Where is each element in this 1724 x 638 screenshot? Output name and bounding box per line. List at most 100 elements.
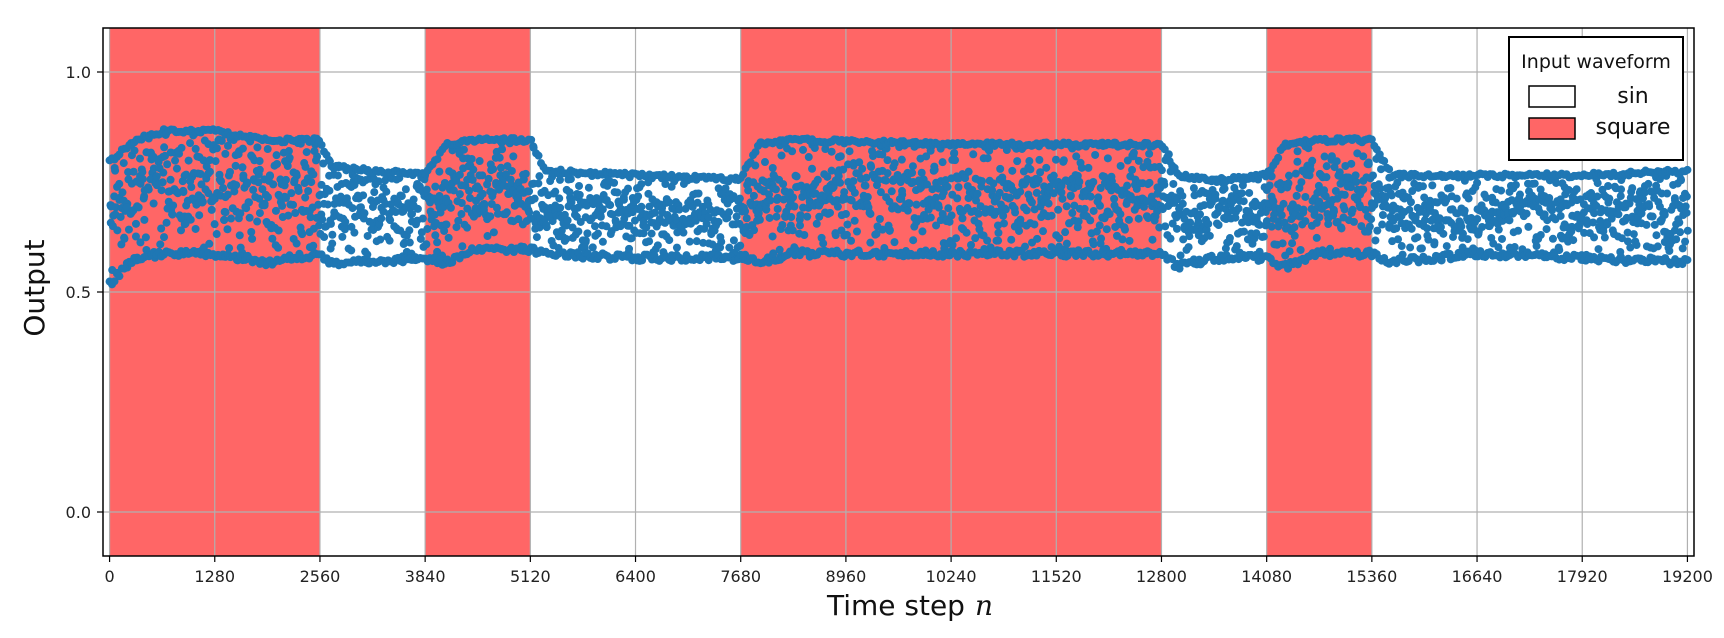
- data-point: [1057, 181, 1066, 190]
- data-point: [134, 203, 143, 212]
- data-point: [1134, 156, 1143, 165]
- data-point: [1430, 240, 1439, 249]
- data-point: [1589, 218, 1598, 227]
- data-point: [598, 237, 607, 246]
- data-point: [1607, 214, 1616, 223]
- data-point: [1128, 165, 1137, 174]
- data-point: [249, 185, 258, 194]
- data-point: [999, 211, 1008, 220]
- data-point: [1006, 193, 1015, 202]
- data-point: [413, 204, 422, 213]
- data-point: [184, 156, 193, 165]
- data-point: [1148, 235, 1157, 244]
- data-point: [465, 186, 474, 195]
- data-point: [1373, 226, 1382, 235]
- data-point: [442, 220, 451, 229]
- data-point: [1364, 158, 1373, 167]
- data-point: [370, 188, 379, 197]
- data-point: [827, 166, 836, 175]
- data-point: [1025, 157, 1034, 166]
- data-point: [1086, 192, 1095, 201]
- data-point: [431, 231, 440, 240]
- data-point: [1536, 230, 1545, 239]
- data-point: [565, 188, 574, 197]
- data-point: [1293, 147, 1302, 156]
- data-point: [225, 244, 234, 253]
- data-point: [157, 186, 166, 195]
- data-point: [140, 192, 149, 201]
- data-point: [1569, 236, 1578, 245]
- data-point: [581, 237, 590, 246]
- data-point: [863, 193, 872, 202]
- data-point: [602, 222, 611, 231]
- data-point: [1168, 255, 1177, 264]
- data-point: [1150, 216, 1159, 225]
- data-point: [866, 161, 875, 170]
- data-point: [1066, 191, 1075, 200]
- y-tick-label: 0.0: [66, 503, 91, 522]
- x-tick-label: 10240: [926, 567, 977, 586]
- data-point: [1008, 166, 1017, 175]
- data-point: [1604, 198, 1613, 207]
- data-point: [507, 166, 516, 175]
- data-point: [1269, 197, 1278, 206]
- data-point: [1406, 198, 1415, 207]
- data-point: [834, 172, 843, 181]
- data-point: [1321, 192, 1330, 201]
- data-point: [350, 228, 359, 237]
- data-point: [819, 239, 828, 248]
- data-point: [306, 213, 315, 222]
- data-point: [1122, 199, 1131, 208]
- data-point: [168, 210, 177, 219]
- data-point: [163, 160, 172, 169]
- x-axis-label: Time step n: [826, 589, 993, 622]
- data-point: [401, 185, 410, 194]
- data-point: [619, 195, 628, 204]
- data-point: [534, 151, 543, 160]
- data-point: [685, 237, 694, 246]
- data-point: [1027, 198, 1036, 207]
- data-point: [1205, 231, 1214, 240]
- data-point: [1089, 240, 1098, 249]
- data-point: [136, 238, 145, 247]
- data-point: [1629, 230, 1638, 239]
- data-point: [744, 186, 753, 195]
- data-point: [958, 214, 967, 223]
- data-point: [876, 188, 885, 197]
- data-point: [1123, 181, 1132, 190]
- data-point: [792, 172, 801, 181]
- data-point: [1572, 185, 1581, 194]
- data-point: [255, 209, 264, 218]
- data-point: [416, 234, 425, 243]
- data-point: [291, 208, 300, 217]
- data-point: [704, 213, 713, 222]
- data-point: [681, 204, 690, 213]
- data-point: [768, 163, 777, 172]
- data-point: [1277, 211, 1286, 220]
- data-point: [922, 152, 931, 161]
- data-point: [766, 196, 775, 205]
- data-point: [115, 179, 124, 188]
- data-point: [1245, 188, 1254, 197]
- data-point: [1644, 179, 1653, 188]
- data-point: [1617, 185, 1626, 194]
- data-point: [842, 230, 851, 239]
- data-point: [1240, 227, 1249, 236]
- data-point: [887, 187, 896, 196]
- data-point: [883, 156, 892, 165]
- data-point: [1320, 152, 1329, 161]
- data-point: [179, 187, 188, 196]
- data-point: [245, 213, 254, 222]
- data-point: [1161, 222, 1170, 231]
- data-point: [435, 167, 444, 176]
- data-point: [1464, 194, 1473, 203]
- data-point: [254, 178, 263, 187]
- data-point: [613, 188, 622, 197]
- data-point: [1095, 221, 1104, 230]
- data-point: [1062, 202, 1071, 211]
- data-point: [292, 239, 301, 248]
- data-point: [374, 177, 383, 186]
- data-point: [253, 217, 262, 226]
- data-point: [1340, 205, 1349, 214]
- data-point: [989, 179, 998, 188]
